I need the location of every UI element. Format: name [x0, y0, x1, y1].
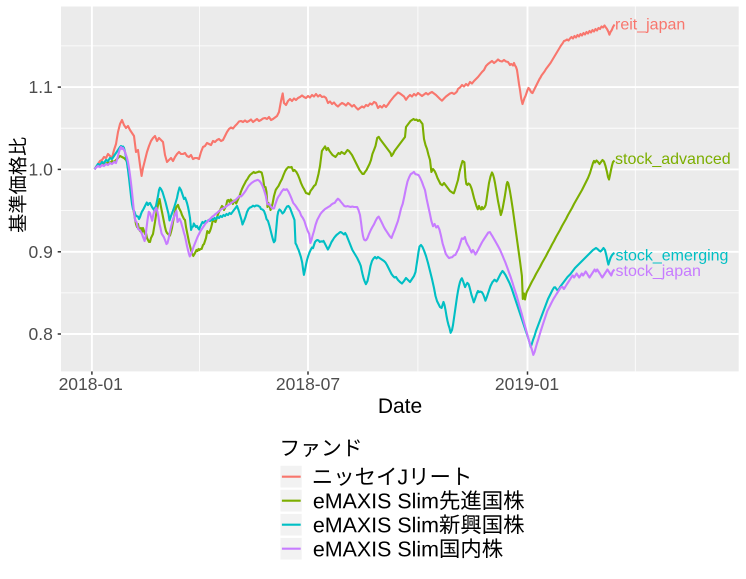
svg-text:stock_advanced: stock_advanced: [615, 151, 731, 168]
svg-text:2019-01: 2019-01: [495, 374, 559, 394]
svg-text:1.1: 1.1: [28, 77, 52, 97]
svg-text:reit_japan: reit_japan: [615, 17, 685, 34]
svg-text:2018-01: 2018-01: [59, 374, 123, 394]
svg-text:Date: Date: [378, 395, 422, 418]
svg-text:stock_japan: stock_japan: [616, 263, 701, 280]
svg-text:0.9: 0.9: [28, 242, 52, 262]
svg-text:stock_emerging: stock_emerging: [616, 248, 729, 265]
svg-text:1.0: 1.0: [28, 160, 53, 180]
svg-text:0.8: 0.8: [28, 324, 52, 344]
svg-text:2018-07: 2018-07: [276, 374, 340, 394]
